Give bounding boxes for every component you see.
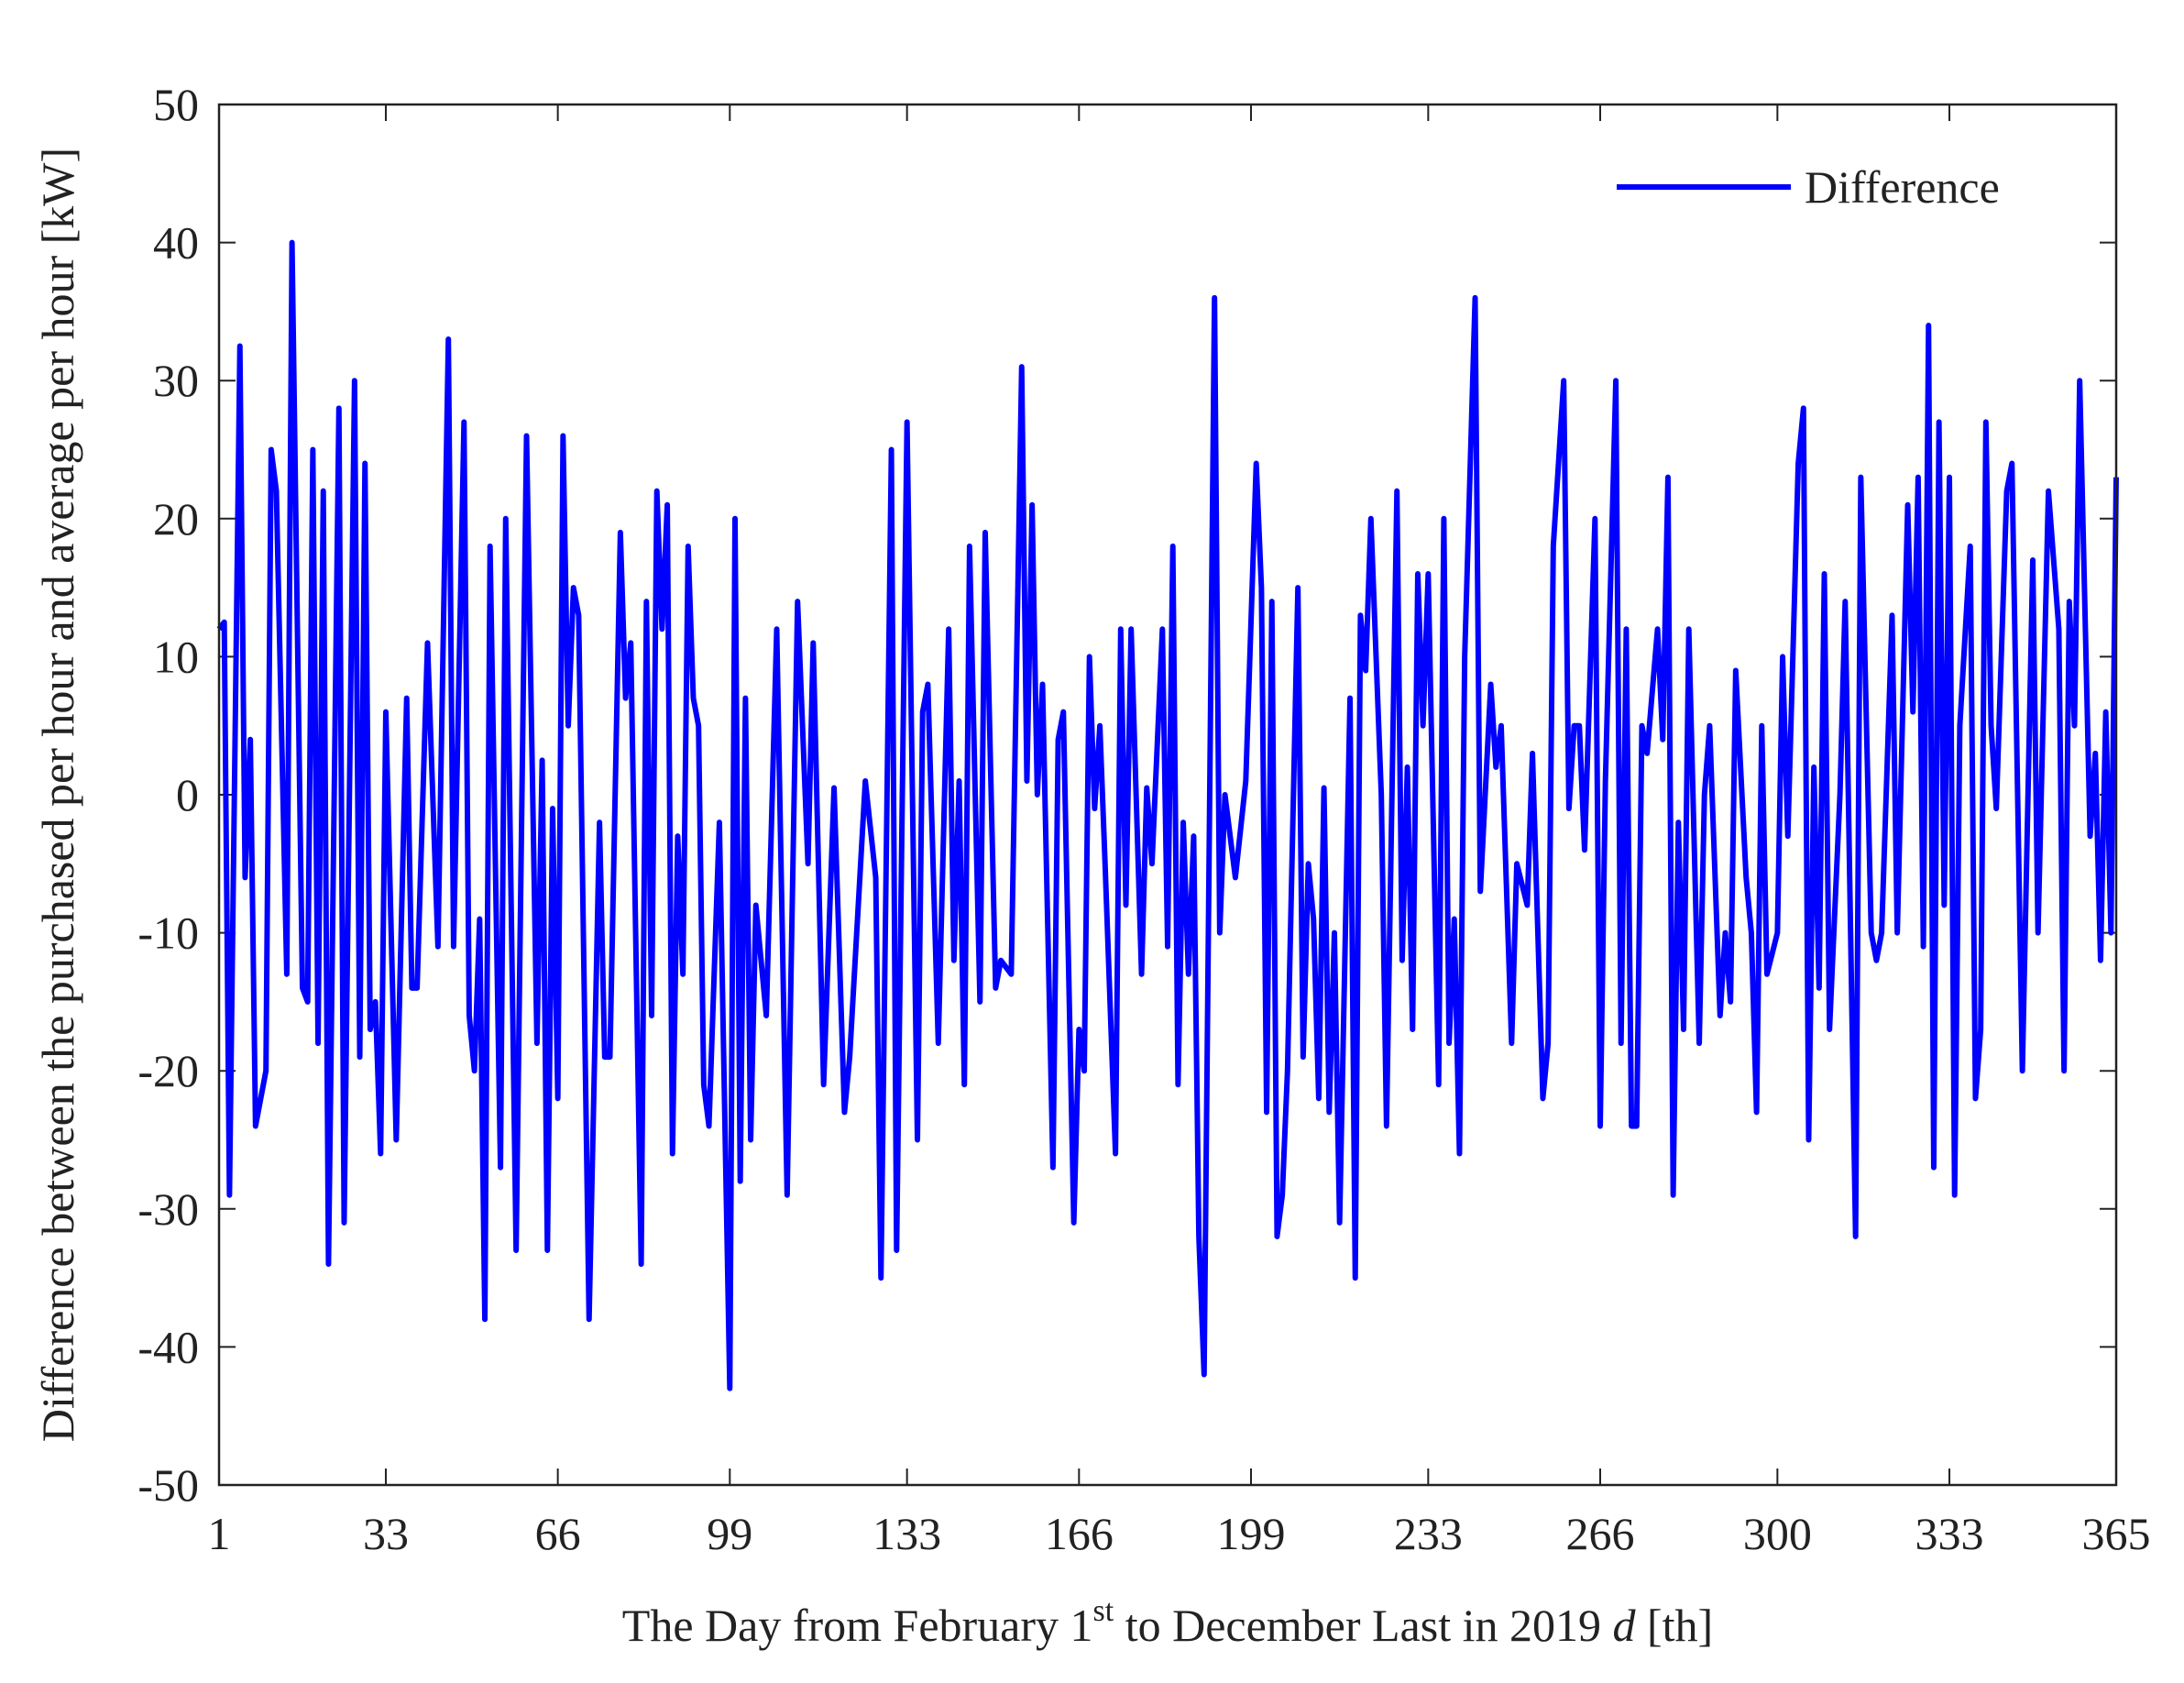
y-tick-label: -30 <box>137 1183 199 1235</box>
x-label-part: [th] <box>1636 1600 1714 1651</box>
x-tick-label: 133 <box>873 1508 941 1559</box>
y-axis-label: Difference between the purchased per hou… <box>32 148 83 1442</box>
legend-label: Difference <box>1805 161 2000 213</box>
data-line <box>216 239 2119 1392</box>
y-tick-label: 50 <box>153 79 199 130</box>
y-tick-label: -20 <box>137 1045 199 1096</box>
y-tick-label: -40 <box>137 1321 199 1372</box>
y-tick-label: 30 <box>153 355 199 406</box>
y-tick-label: 0 <box>176 769 199 820</box>
x-tick-label: 166 <box>1045 1508 1114 1559</box>
x-tick-label: 300 <box>1743 1508 1812 1559</box>
x-tick-label: 66 <box>535 1508 581 1559</box>
x-tick-label: 33 <box>363 1508 409 1559</box>
plot-frame <box>217 103 2118 1487</box>
y-tick-label: 10 <box>153 631 199 682</box>
x-tick-label: 199 <box>1216 1508 1285 1559</box>
y-tick-label: 40 <box>153 217 199 269</box>
x-tick-label: 233 <box>1394 1508 1463 1559</box>
x-tick-label: 99 <box>707 1508 752 1559</box>
x-axis-label: The Day from February 1st to December La… <box>622 1594 1713 1651</box>
x-label-var: d <box>1613 1600 1637 1651</box>
y-tick-label: -10 <box>137 908 199 959</box>
x-tick-label: 1 <box>208 1508 231 1559</box>
y-tick-label: 20 <box>153 493 199 544</box>
x-label-part: to December Last in 2019 <box>1114 1600 1612 1651</box>
y-tick-label: -50 <box>137 1459 199 1511</box>
x-tick-label: 365 <box>2082 1508 2151 1559</box>
x-tick-label: 266 <box>1566 1508 1635 1559</box>
x-tick-label: 333 <box>1915 1508 1984 1559</box>
x-label-sup: st <box>1093 1594 1114 1628</box>
x-label-part: The Day from February 1 <box>622 1600 1093 1651</box>
